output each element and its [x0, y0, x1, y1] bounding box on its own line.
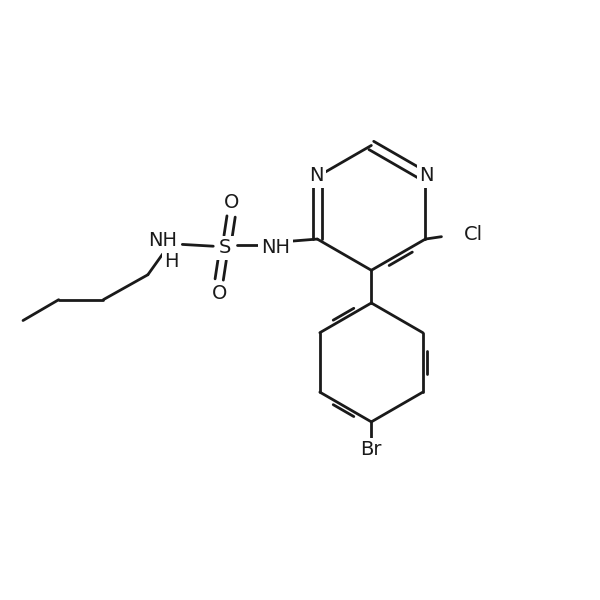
Text: O: O	[212, 284, 227, 303]
Text: N: N	[419, 166, 434, 185]
Text: NH: NH	[261, 238, 290, 257]
Text: NH: NH	[148, 231, 177, 250]
Text: Cl: Cl	[464, 225, 483, 244]
Text: Br: Br	[361, 440, 382, 460]
Text: N: N	[309, 166, 323, 185]
Text: S: S	[219, 238, 232, 257]
Text: H: H	[164, 252, 179, 271]
Text: O: O	[223, 193, 239, 212]
